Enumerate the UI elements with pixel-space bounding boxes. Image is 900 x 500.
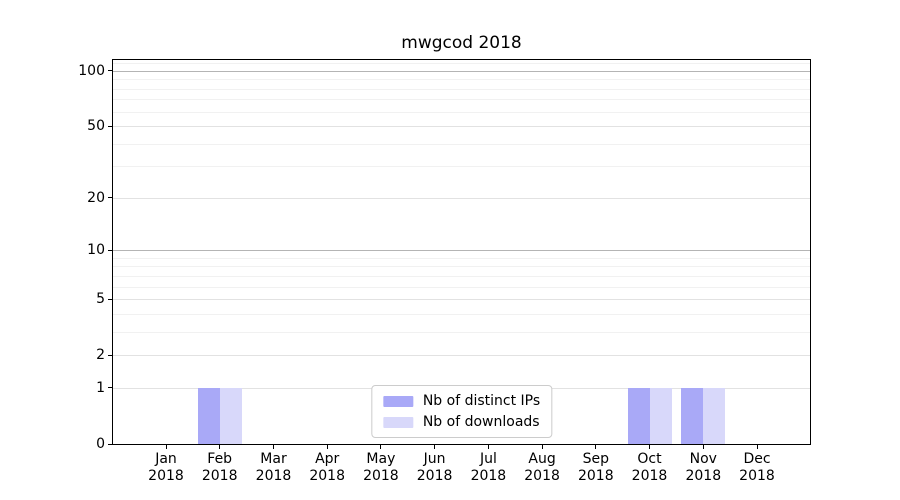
x-tick-mark: [326, 445, 328, 449]
bar-downloads: [703, 387, 726, 444]
x-tick-label: Sep 2018: [561, 451, 631, 485]
x-tick-label-year: 2018: [309, 468, 345, 484]
x-tick-label-month: Sep: [582, 451, 609, 467]
x-tick-label-month: May: [366, 451, 396, 467]
x-tick-mark: [487, 445, 489, 449]
x-tick-label-year: 2018: [363, 468, 399, 484]
legend-patch-distinct-ips-icon: [382, 395, 413, 407]
x-tick-label-month: Apr: [315, 451, 340, 467]
y-tick-mark: [108, 443, 112, 445]
x-tick-label: Dec 2018: [722, 451, 792, 485]
y-tick-label: 50: [87, 118, 105, 135]
y-tick-label: 1: [96, 379, 105, 396]
minor-gridline: [113, 266, 810, 268]
y-tick-mark: [108, 70, 112, 72]
x-tick-mark: [756, 445, 758, 449]
minor-gridline: [113, 275, 810, 277]
minor-gridline: [113, 313, 810, 315]
x-tick-mark: [165, 445, 167, 449]
x-tick-label-year: 2018: [631, 468, 668, 484]
minor-gridline: [113, 166, 810, 168]
bar-distinct-ips: [681, 387, 704, 444]
x-tick-label-month: Jan: [155, 451, 177, 467]
x-tick-label-year: 2018: [148, 468, 184, 484]
x-tick-mark: [649, 445, 650, 449]
plot-area: Nb of distinct IPs Nb of downloads: [112, 59, 811, 445]
bar-downloads: [649, 387, 672, 444]
legend-item-distinct-ips: Nb of distinct IPs: [382, 393, 541, 409]
x-tick-label: May 2018: [346, 451, 416, 485]
x-tick-label: Jun 2018: [400, 451, 470, 485]
y-tick-label: 100: [78, 62, 105, 79]
major-gridline-emphasized: [113, 250, 810, 252]
minor-gridline: [113, 286, 810, 288]
y-tick-label: 20: [87, 189, 105, 206]
x-tick-mark: [434, 445, 436, 449]
x-tick-label: Mar 2018: [239, 451, 309, 485]
x-tick-label-year: 2018: [685, 468, 722, 484]
bar-distinct-ips: [197, 387, 220, 444]
x-tick-label: Oct 2018: [615, 451, 685, 485]
major-gridline-emphasized: [113, 70, 810, 72]
y-tick-label: 5: [96, 291, 105, 308]
x-tick-label-month: Dec: [743, 451, 771, 467]
x-tick-label-month: Mar: [260, 451, 287, 467]
x-tick-mark: [273, 445, 274, 449]
x-tick-label-month: Jul: [479, 451, 497, 467]
x-tick-label: Jan 2018: [131, 451, 201, 485]
major-gridline: [113, 126, 810, 128]
major-gridline: [113, 355, 810, 357]
y-tick-mark: [108, 125, 112, 127]
x-tick-label-year: 2018: [255, 468, 292, 484]
x-tick-mark: [380, 445, 382, 449]
x-tick-mark: [541, 445, 543, 449]
legend-label-downloads: Nb of downloads: [422, 414, 540, 430]
x-tick-label: Jul 2018: [453, 451, 523, 485]
x-tick-label: Apr 2018: [292, 451, 362, 485]
x-tick-label-year: 2018: [416, 468, 453, 484]
x-tick-label-year: 2018: [524, 468, 560, 484]
minor-gridline: [113, 79, 810, 81]
y-tick-label: 10: [87, 242, 105, 259]
x-tick-label-month: Feb: [207, 451, 233, 467]
legend: Nb of distinct IPs Nb of downloads: [370, 385, 553, 438]
major-gridline: [113, 299, 810, 301]
minor-gridline: [113, 257, 810, 259]
y-tick-mark: [108, 387, 112, 389]
y-tick-mark: [108, 354, 112, 356]
y-tick-mark: [108, 298, 112, 300]
y-tick-mark: [108, 249, 112, 251]
x-tick-label: Nov 2018: [668, 451, 738, 485]
x-tick-label-month: Jun: [423, 451, 446, 467]
chart-title: mwgcod 2018: [401, 33, 522, 53]
x-tick-mark: [702, 445, 704, 449]
x-tick-label: Aug 2018: [507, 451, 577, 485]
minor-gridline: [113, 111, 810, 113]
x-tick-mark: [219, 445, 221, 449]
y-tick-label: 2: [96, 347, 105, 364]
legend-patch-downloads-icon: [382, 416, 413, 428]
y-tick-mark: [108, 197, 112, 199]
x-tick-label-year: 2018: [577, 468, 614, 484]
x-tick-label-year: 2018: [470, 468, 507, 484]
legend-label-distinct-ips: Nb of distinct IPs: [422, 393, 541, 409]
x-tick-label-month: Oct: [637, 451, 662, 467]
minor-gridline: [113, 99, 810, 101]
minor-gridline: [113, 63, 810, 65]
minor-gridline: [113, 88, 810, 90]
minor-gridline: [113, 143, 810, 145]
bar-distinct-ips: [627, 387, 650, 444]
y-tick-label: 0: [96, 436, 105, 452]
minor-gridline: [113, 331, 810, 333]
x-tick-mark: [595, 445, 597, 449]
x-tick-label-month: Aug: [528, 451, 556, 467]
x-tick-label-year: 2018: [739, 468, 775, 484]
major-gridline: [113, 197, 810, 199]
bar-downloads: [219, 387, 242, 444]
x-tick-label-month: Nov: [689, 451, 717, 467]
legend-item-downloads: Nb of downloads: [382, 414, 540, 430]
x-tick-label: Feb 2018: [185, 451, 255, 485]
x-tick-label-year: 2018: [201, 468, 238, 484]
